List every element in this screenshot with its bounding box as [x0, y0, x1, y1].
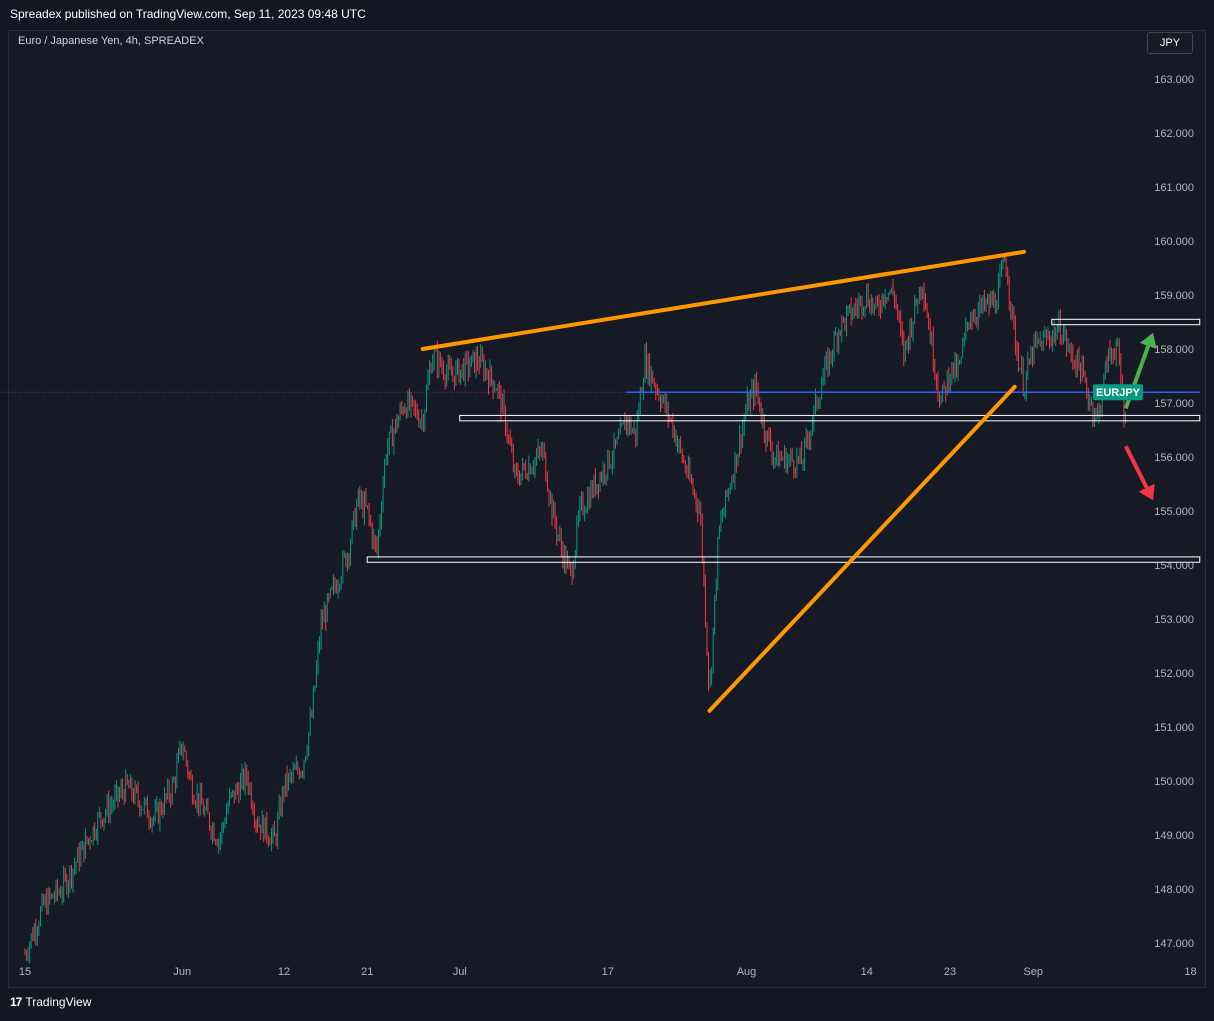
y-tick-label: 150.000 [1154, 776, 1194, 788]
arrow-up-head [1139, 332, 1157, 350]
x-tick-label: Jul [453, 966, 467, 978]
horizontal-zone [366, 556, 1201, 563]
x-tick-label: 18 [1184, 966, 1196, 978]
y-tick-label: 151.000 [1154, 722, 1194, 734]
candles [24, 254, 1126, 964]
x-tick-label: Sep [1023, 966, 1043, 978]
trendlines [420, 249, 1200, 713]
y-tick-label: 156.000 [1154, 452, 1194, 464]
currency-button[interactable]: JPY [1147, 32, 1193, 54]
footer-brand[interactable]: 17 TradingView [10, 995, 91, 1009]
trendline [420, 249, 1026, 351]
last-price-label: EURJPY [1093, 384, 1143, 401]
y-tick-label: 160.000 [1154, 236, 1194, 248]
x-tick-label: 17 [602, 966, 614, 978]
y-tick-label: 161.000 [1154, 182, 1194, 194]
direction-arrows [1123, 332, 1157, 501]
y-tick-label: 149.000 [1154, 830, 1194, 842]
x-tick-label: 21 [361, 966, 373, 978]
x-tick-label: 14 [861, 966, 873, 978]
trendline [707, 384, 1017, 713]
price-axis: 147.000 148.000 149.000 150.000 151.000 152.0… [1154, 74, 1194, 950]
publisher-bar: Spreadex published on TradingView.com, S… [0, 0, 1214, 30]
tradingview-logo-icon: 17 [10, 995, 22, 1009]
horizontal-zone [1051, 318, 1201, 326]
last-price-label-text: EURJPY [1096, 387, 1141, 399]
y-tick-label: 148.000 [1154, 884, 1194, 896]
x-tick-label: 23 [944, 966, 956, 978]
x-tick-label: Aug [737, 966, 757, 978]
y-tick-label: 154.000 [1154, 560, 1194, 572]
y-tick-label: 153.000 [1154, 614, 1194, 626]
y-tick-label: 155.000 [1154, 506, 1194, 518]
y-tick-label: 163.000 [1154, 74, 1194, 86]
chart-pane[interactable] [8, 30, 1206, 988]
support-resistance-zones [366, 318, 1201, 563]
y-tick-label: 152.000 [1154, 668, 1194, 680]
arrow-down-head [1138, 483, 1155, 501]
symbol-title: Euro / Japanese Yen, 4h, SPREADEX [18, 35, 204, 47]
y-tick-label: 162.000 [1154, 128, 1194, 140]
arrow-down [1123, 445, 1149, 489]
y-tick-label: 147.000 [1154, 938, 1194, 950]
time-axis: 15 Jun 12 21 Jul 17 Aug 14 23 Sep 18 [19, 966, 1197, 978]
x-tick-label: 12 [278, 966, 290, 978]
last-price-label-box [1093, 384, 1143, 401]
publisher-text: Spreadex published on TradingView.com, S… [10, 7, 366, 21]
y-tick-label: 159.000 [1154, 290, 1194, 302]
y-tick-label: 158.000 [1154, 344, 1194, 356]
horizontal-zone [459, 414, 1201, 422]
x-tick-label: 15 [19, 966, 31, 978]
y-tick-label: 157.000 [1154, 398, 1194, 410]
footer-brand-text: TradingView [25, 995, 92, 1009]
x-tick-label: Jun [173, 966, 191, 978]
